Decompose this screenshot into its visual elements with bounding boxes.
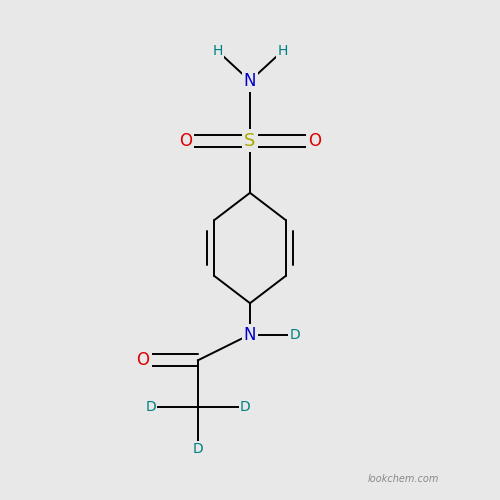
Text: D: D — [145, 400, 156, 413]
Text: S: S — [244, 132, 256, 150]
Text: lookchem.com: lookchem.com — [368, 474, 439, 484]
Text: O: O — [179, 132, 192, 150]
Text: O: O — [308, 132, 321, 150]
Text: D: D — [192, 442, 203, 456]
Text: D: D — [290, 328, 300, 342]
Text: H: H — [212, 44, 223, 58]
Text: H: H — [277, 44, 287, 58]
Text: N: N — [244, 326, 256, 344]
Text: D: D — [240, 400, 250, 413]
Text: O: O — [136, 352, 149, 370]
Text: N: N — [244, 72, 256, 90]
